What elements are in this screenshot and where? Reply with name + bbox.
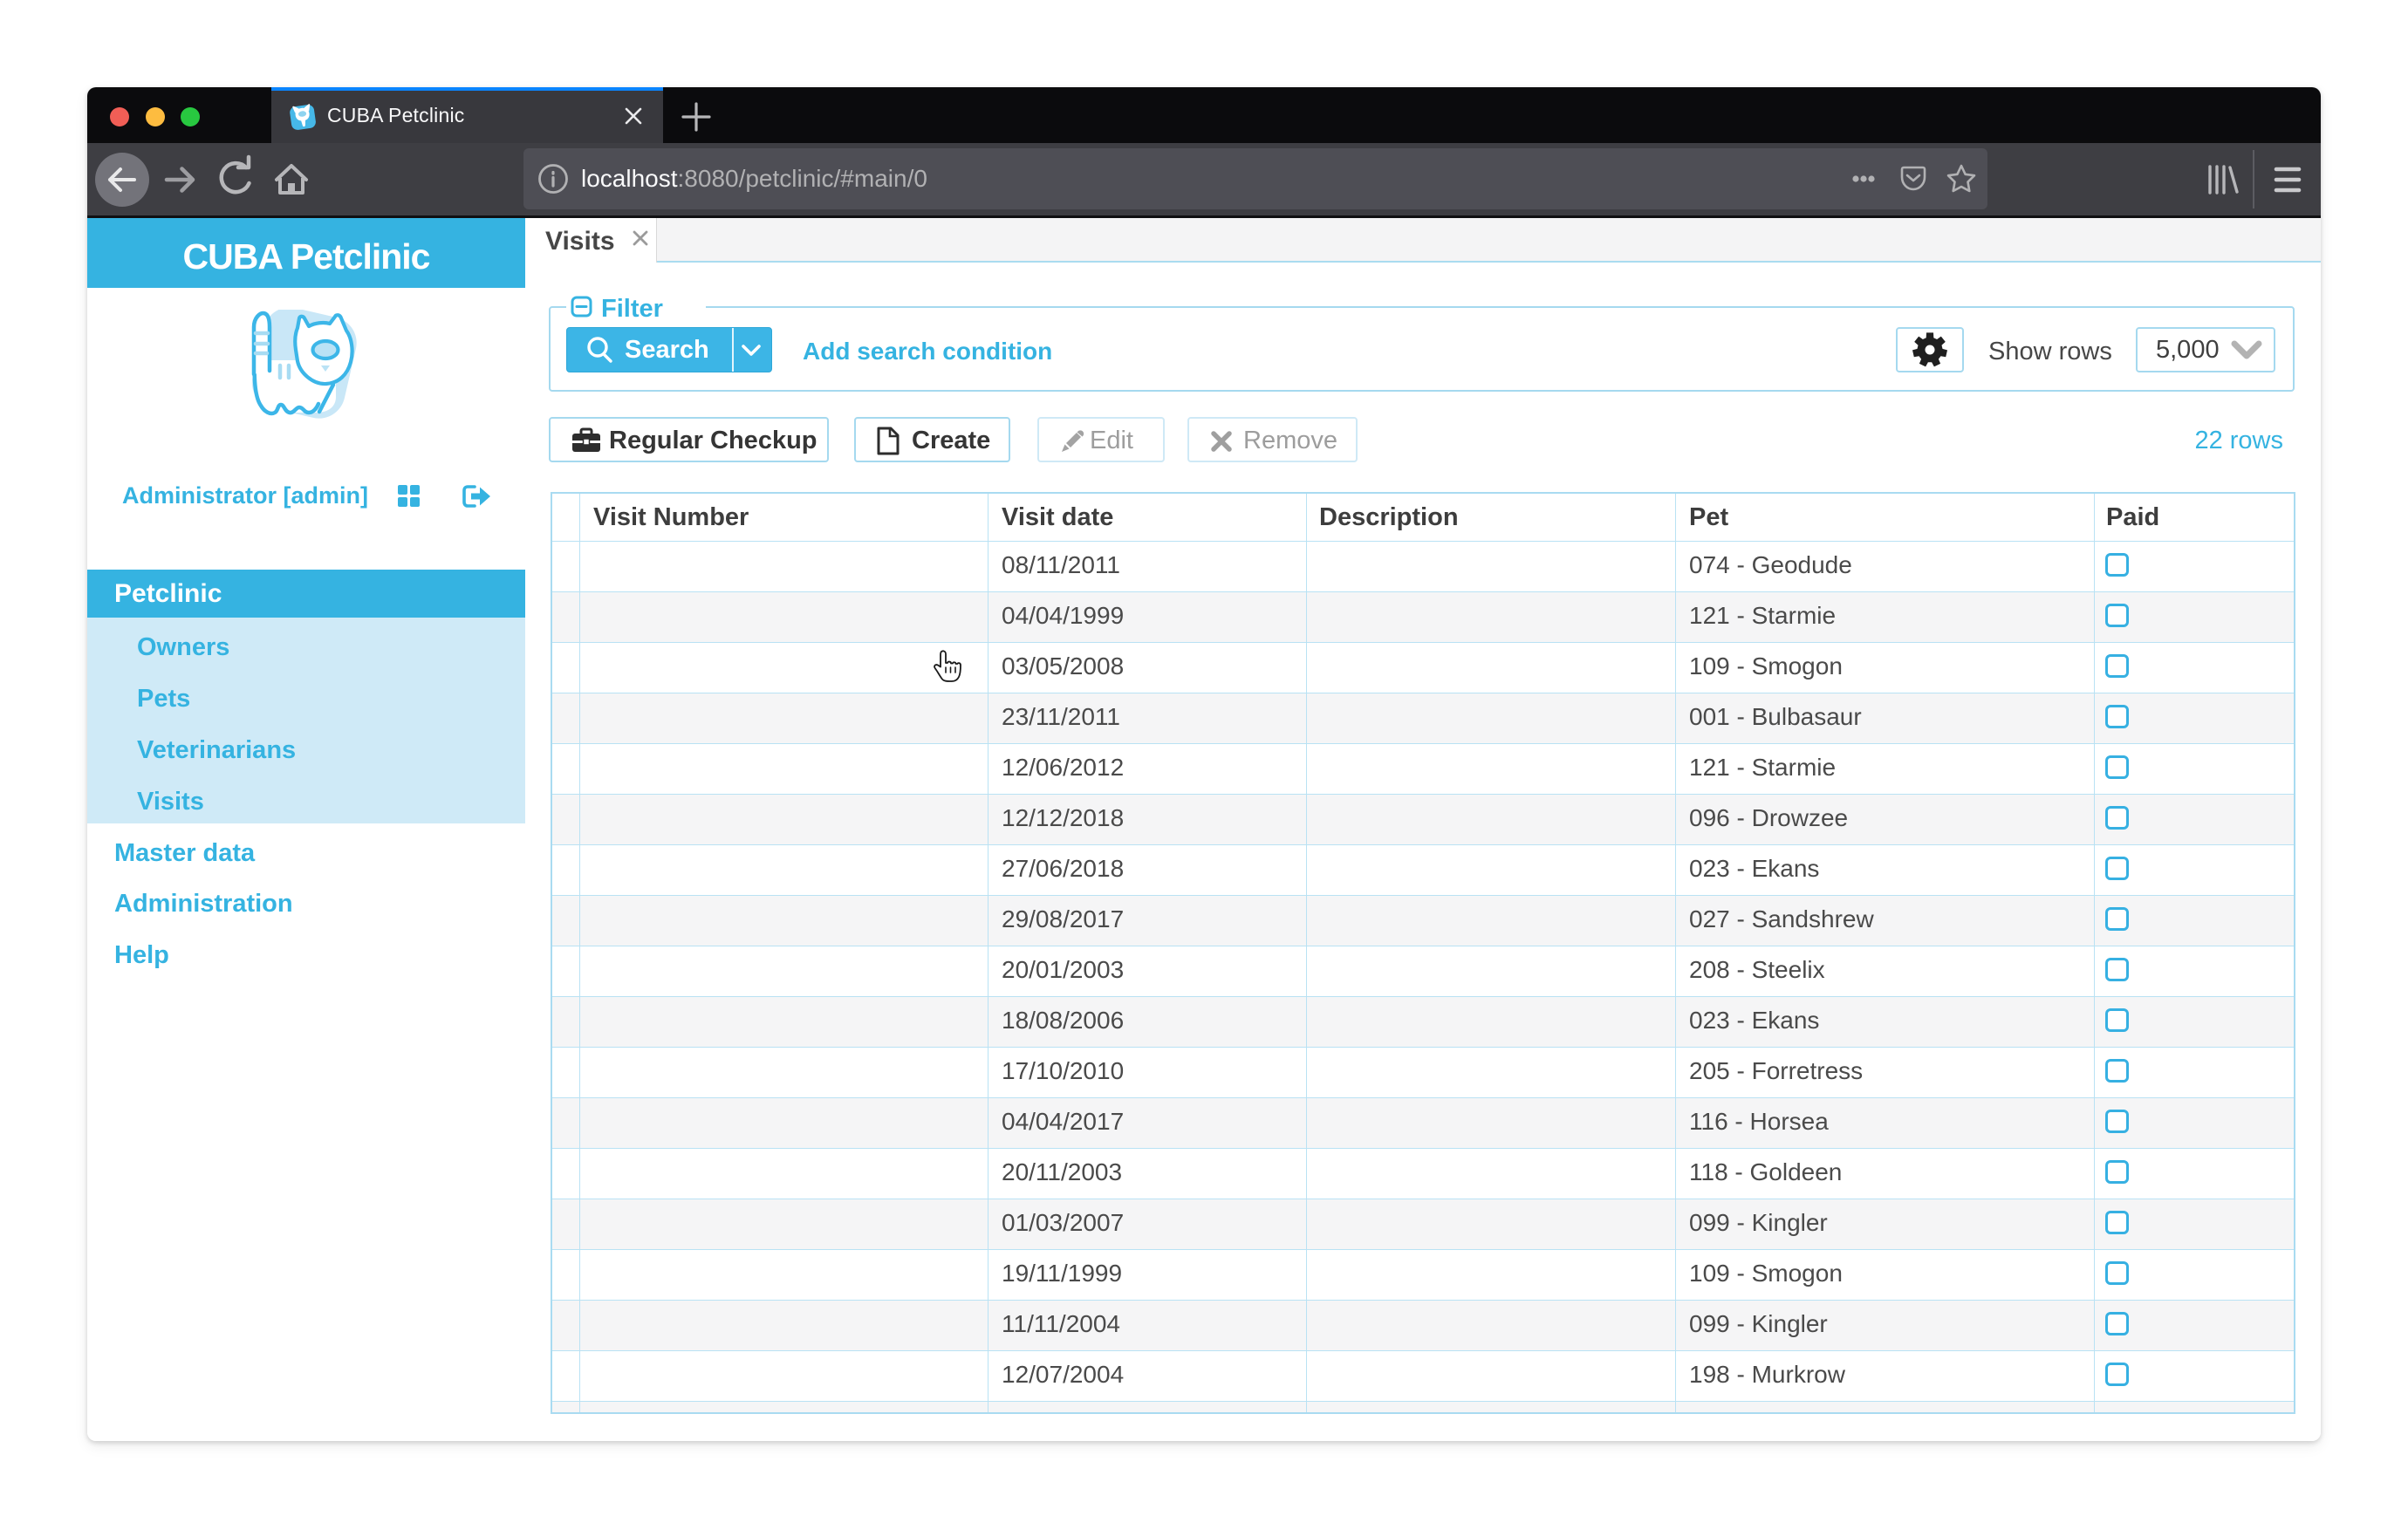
svg-text:Filter: Filter (601, 295, 663, 321)
